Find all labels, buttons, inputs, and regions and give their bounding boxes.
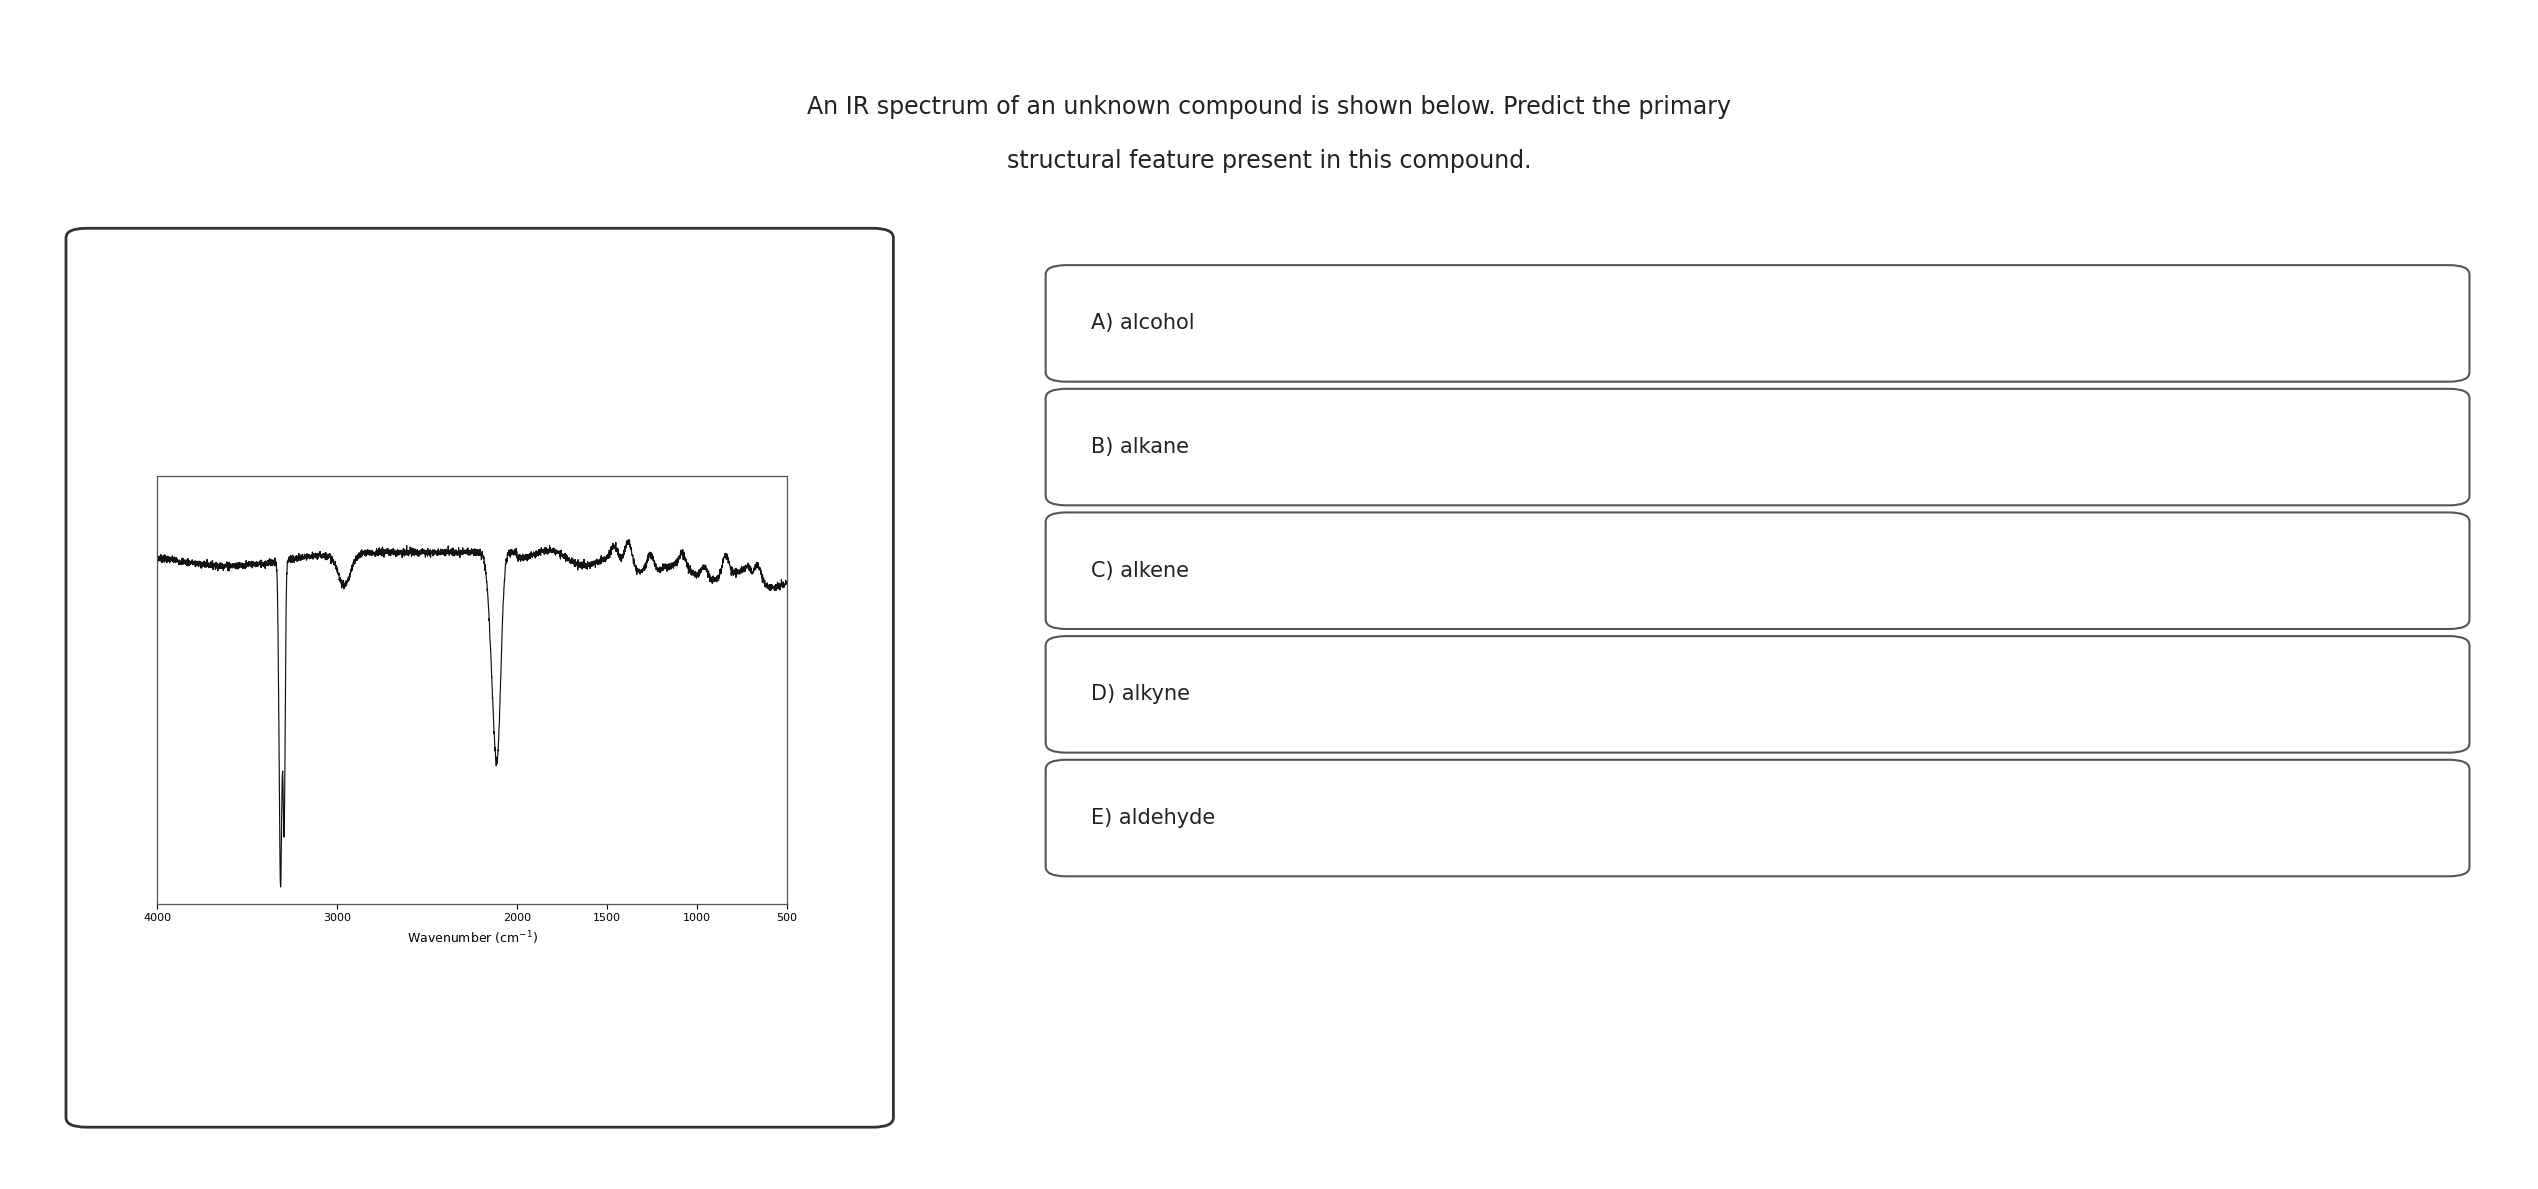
Text: An IR spectrum of an unknown compound is shown below. Predict the primary: An IR spectrum of an unknown compound is… <box>807 95 1731 119</box>
Text: D) alkyne: D) alkyne <box>1091 685 1190 704</box>
Text: A) alcohol: A) alcohol <box>1091 314 1195 333</box>
Text: E) aldehyde: E) aldehyde <box>1091 809 1216 828</box>
Text: C) alkene: C) alkene <box>1091 561 1190 580</box>
X-axis label: Wavenumber (cm$^{-1}$): Wavenumber (cm$^{-1}$) <box>406 929 538 946</box>
Text: B) alkane: B) alkane <box>1091 438 1190 457</box>
Text: structural feature present in this compound.: structural feature present in this compo… <box>1008 149 1530 172</box>
